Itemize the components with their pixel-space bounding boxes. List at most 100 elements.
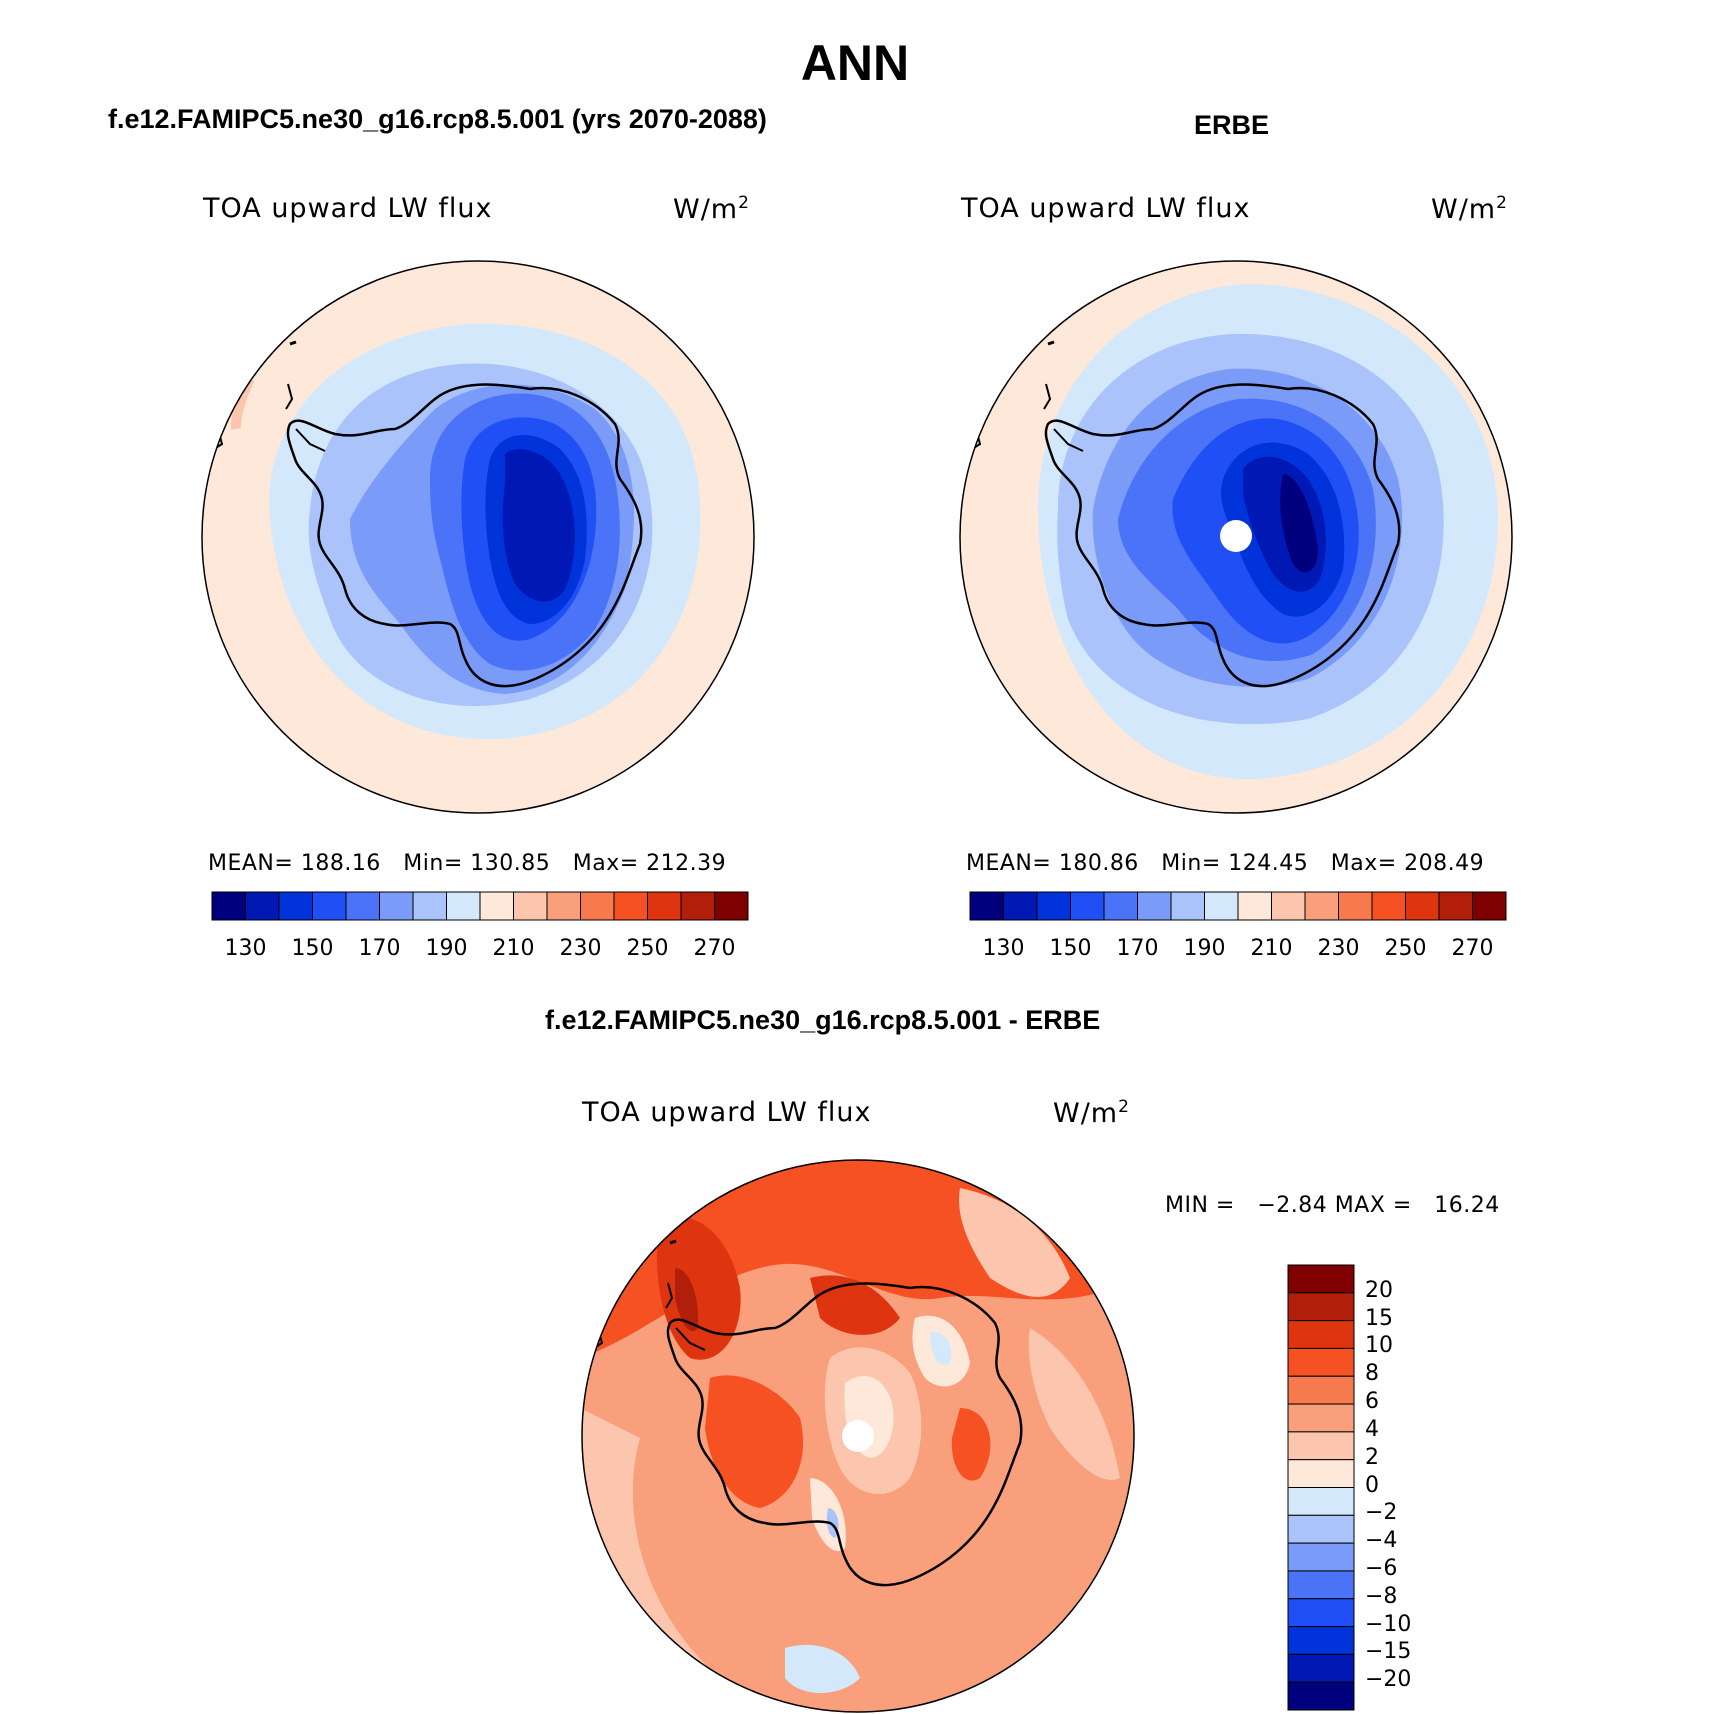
- colorbar-swatch: [513, 891, 548, 921]
- colorbar-swatch: [1070, 891, 1105, 921]
- colorbar-swatch: [1137, 891, 1172, 921]
- colorbar-swatch: [211, 891, 246, 921]
- panel-diff-polar-map: [581, 1159, 1135, 1713]
- panel-diff-case-title: f.e12.FAMIPC5.ne30_g16.rcp8.5.001 - ERBE: [545, 1005, 1101, 1035]
- colorbar-tick-label: 170: [1116, 936, 1159, 961]
- colorbar-tick-label: 230: [559, 936, 602, 961]
- colorbar-tick-label: 170: [358, 936, 401, 961]
- colorbar-swatch: [446, 891, 481, 921]
- pole-hole: [1220, 520, 1252, 552]
- colorbar-tick-label: 2: [1365, 1444, 1379, 1470]
- colorbar-swatch: [1204, 891, 1239, 921]
- colorbar-swatch: [546, 891, 581, 921]
- colorbar-tick-label: 6: [1365, 1389, 1379, 1415]
- colorbar-tick-label: 210: [492, 936, 535, 961]
- colorbar-swatch: [1287, 1264, 1355, 1294]
- colorbar-swatch: [1472, 891, 1507, 921]
- pole-hole: [842, 1420, 874, 1452]
- panel-model-units: W/m2: [673, 193, 750, 225]
- panel-obs-units: W/m2: [1431, 193, 1508, 225]
- colorbar-swatch: [969, 891, 1004, 921]
- panel-diff-colorbar: [1287, 1264, 1355, 1711]
- colorbar-swatch: [1287, 1375, 1355, 1405]
- panel-obs-stats: MEAN= 180.86 Min= 124.45 Max= 208.49: [966, 851, 1485, 876]
- colorbar-swatch: [580, 891, 615, 921]
- map-fill-130: [502, 449, 575, 602]
- figure-title: ANN: [800, 35, 910, 91]
- panel-model-polar-map: [201, 260, 755, 814]
- colorbar-swatch: [1287, 1653, 1355, 1683]
- panel-diff-stats: MIN = −2.84 MAX = 16.24: [1165, 1193, 1500, 1218]
- antarctica-coastline: [1044, 383, 1401, 688]
- colorbar-swatch: [1287, 1459, 1355, 1488]
- colorbar-swatch: [1287, 1570, 1355, 1600]
- colorbar-swatch: [680, 891, 715, 921]
- colorbar-swatch: [1287, 1431, 1355, 1461]
- panel-model-case-title: f.e12.FAMIPC5.ne30_g16.rcp8.5.001 (yrs 2…: [108, 104, 767, 134]
- colorbar-swatch: [1237, 891, 1272, 921]
- colorbar-tick-label: −8: [1365, 1583, 1398, 1609]
- panel-model-stats: MEAN= 188.16 Min= 130.85 Max= 212.39: [208, 851, 727, 876]
- colorbar-swatch: [1405, 891, 1440, 921]
- colorbar-swatch: [1036, 891, 1071, 921]
- colorbar-tick-label: 20: [1365, 1277, 1393, 1303]
- colorbar-tick-label: 190: [1183, 936, 1226, 961]
- panel-diff-variable-label: TOA upward LW flux: [582, 1097, 872, 1128]
- colorbar-swatch: [613, 891, 648, 921]
- colorbar-tick-label: 130: [224, 936, 267, 961]
- colorbar-tick-label: −4: [1365, 1528, 1398, 1554]
- colorbar-swatch: [1170, 891, 1205, 921]
- colorbar-swatch: [1287, 1347, 1355, 1377]
- colorbar-swatch: [1371, 891, 1406, 921]
- map-boundary-circle: [201, 260, 755, 814]
- colorbar-swatch: [647, 891, 682, 921]
- colorbar-swatch: [479, 891, 514, 921]
- panel-model-variable-label: TOA upward LW flux: [203, 193, 493, 224]
- colorbar-swatch: [1438, 891, 1473, 921]
- colorbar-swatch: [379, 891, 414, 921]
- colorbar-swatch: [1287, 1320, 1355, 1349]
- colorbar-swatch: [1287, 1487, 1355, 1516]
- antarctica-coastline: [286, 383, 643, 688]
- panel-obs-polar-map: [959, 260, 1513, 814]
- colorbar-tick-label: −10: [1365, 1611, 1412, 1637]
- colorbar-swatch: [1287, 1598, 1355, 1628]
- colorbar-tick-label: −2: [1365, 1500, 1398, 1526]
- colorbar-tick-label: 210: [1250, 936, 1293, 961]
- colorbar-swatch: [1287, 1514, 1355, 1544]
- colorbar-swatch: [714, 891, 749, 921]
- colorbar-swatch: [278, 891, 313, 921]
- colorbar-swatch: [1287, 1292, 1355, 1322]
- colorbar-swatch: [245, 891, 280, 921]
- panel-obs-case-title: ERBE: [1194, 110, 1270, 140]
- colorbar-tick-label: 4: [1365, 1416, 1379, 1442]
- colorbar-tick-label: 270: [1451, 936, 1494, 961]
- colorbar-swatch: [1287, 1542, 1355, 1572]
- antarctica-coastline: [666, 1282, 1023, 1587]
- colorbar-swatch: [1287, 1681, 1355, 1711]
- panel-model-colorbar: [211, 891, 749, 921]
- colorbar-swatch: [1003, 891, 1038, 921]
- colorbar-tick-label: 15: [1365, 1305, 1393, 1331]
- panel-diff-units: W/m2: [1053, 1097, 1130, 1129]
- colorbar-tick-label: 10: [1365, 1333, 1393, 1359]
- colorbar-swatch: [1287, 1626, 1355, 1655]
- colorbar-tick-label: −6: [1365, 1555, 1398, 1581]
- colorbar-swatch: [345, 891, 380, 921]
- colorbar-tick-label: 190: [425, 936, 468, 961]
- colorbar-tick-label: −20: [1365, 1667, 1412, 1693]
- colorbar-tick-label: 230: [1317, 936, 1360, 961]
- colorbar-swatch: [1271, 891, 1306, 921]
- colorbar-tick-label: 250: [1384, 936, 1427, 961]
- colorbar-tick-label: 0: [1365, 1472, 1379, 1498]
- colorbar-tick-label: 150: [1049, 936, 1092, 961]
- colorbar-tick-label: 8: [1365, 1361, 1379, 1387]
- colorbar-tick-label: 270: [693, 936, 736, 961]
- colorbar-swatch: [1103, 891, 1138, 921]
- colorbar-swatch: [1304, 891, 1339, 921]
- colorbar-tick-label: 250: [626, 936, 669, 961]
- colorbar-tick-label: −15: [1365, 1639, 1412, 1665]
- colorbar-swatch: [412, 891, 447, 921]
- panel-obs-colorbar: [969, 891, 1507, 921]
- colorbar-swatch: [1287, 1403, 1355, 1433]
